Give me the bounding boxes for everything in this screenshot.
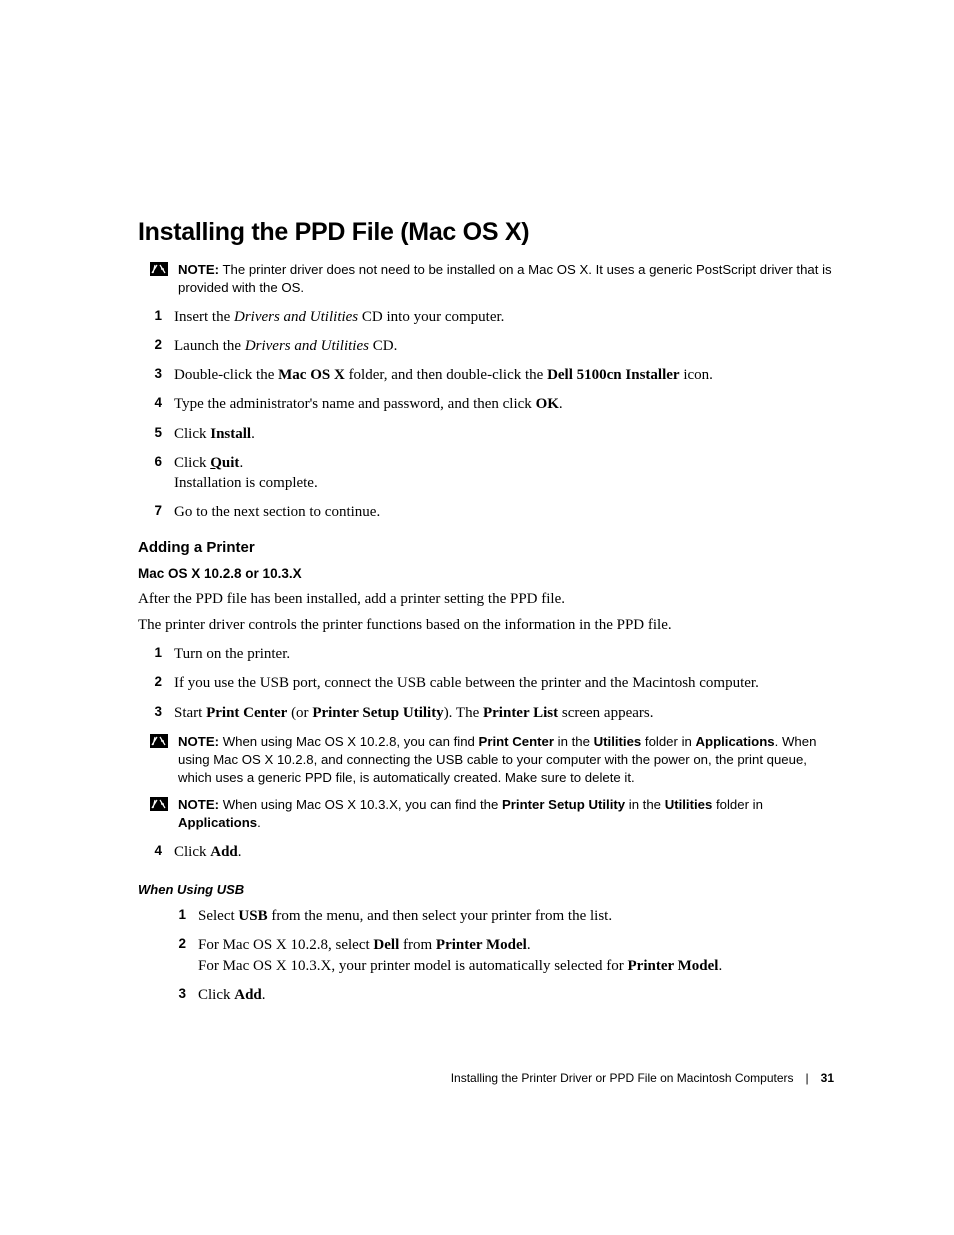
note-body: The printer driver does not need to be i…: [178, 262, 832, 295]
step-body: Click Install.: [174, 424, 838, 444]
step-body: Go to the next section to continue.: [174, 502, 838, 522]
step-num: 3: [138, 365, 174, 383]
page-footer: Installing the Printer Driver or PPD Fil…: [451, 1071, 834, 1085]
step-num: 5: [138, 424, 174, 442]
note-icon: [150, 797, 168, 816]
heading-when-using-usb: When Using USB: [138, 882, 838, 897]
paragraph: The printer driver controls the printer …: [138, 615, 838, 635]
note-block-2: NOTE: When using Mac OS X 10.2.8, you ca…: [150, 733, 838, 786]
heading-adding-printer: Adding a Printer: [138, 539, 838, 556]
heading-macosx-version: Mac OS X 10.2.8 or 10.3.X: [138, 566, 838, 581]
step-num: 1: [138, 644, 174, 662]
step-body: Insert the Drivers and Utilities CD into…: [174, 307, 838, 327]
note-prefix: NOTE:: [178, 262, 219, 277]
step-num: 4: [138, 394, 174, 412]
steps-list-4: 1Select USB from the menu, and then sele…: [138, 906, 838, 1005]
step-body: Launch the Drivers and Utilities CD.: [174, 336, 838, 356]
step-num: 4: [138, 842, 174, 860]
step-body: Type the administrator's name and passwo…: [174, 394, 838, 414]
step-num: 3: [138, 703, 174, 721]
step-body: If you use the USB port, connect the USB…: [174, 673, 838, 693]
note-text: NOTE: When using Mac OS X 10.3.X, you ca…: [178, 796, 838, 832]
footer-page-number: 31: [821, 1071, 834, 1085]
step-num: 2: [138, 336, 174, 354]
note-text: NOTE: When using Mac OS X 10.2.8, you ca…: [178, 733, 838, 786]
note-icon: [150, 734, 168, 753]
note-block-1: NOTE: The printer driver does not need t…: [150, 261, 838, 297]
step-num: 3: [138, 985, 198, 1003]
note-icon: [150, 262, 168, 281]
steps-list-1: 1Insert the Drivers and Utilities CD int…: [138, 307, 838, 523]
steps-list-3: 4Click Add.: [138, 842, 838, 862]
step-num: 6: [138, 453, 174, 471]
step-num: 2: [138, 935, 198, 953]
note-block-3: NOTE: When using Mac OS X 10.3.X, you ca…: [150, 796, 838, 832]
footer-separator: |: [806, 1071, 809, 1085]
step-body: Turn on the printer.: [174, 644, 838, 664]
note-text: NOTE: The printer driver does not need t…: [178, 261, 838, 297]
step-body: Click Quit.Installation is complete.: [174, 453, 838, 494]
step-num: 7: [138, 502, 174, 520]
step-num: 2: [138, 673, 174, 691]
step-num: 1: [138, 307, 174, 325]
step-body: For Mac OS X 10.2.8, select Dell from Pr…: [198, 935, 838, 976]
steps-list-2: 1Turn on the printer. 2If you use the US…: [138, 644, 838, 723]
footer-chapter: Installing the Printer Driver or PPD Fil…: [451, 1071, 794, 1085]
step-body: Click Add.: [174, 842, 838, 862]
step-num: 1: [138, 906, 198, 924]
step-body: Start Print Center (or Printer Setup Uti…: [174, 703, 838, 723]
step-body: Select USB from the menu, and then selec…: [198, 906, 838, 926]
step-body: Click Add.: [198, 985, 838, 1005]
step-body: Double-click the Mac OS X folder, and th…: [174, 365, 838, 385]
paragraph: After the PPD file has been installed, a…: [138, 589, 838, 609]
page-title: Installing the PPD File (Mac OS X): [138, 218, 838, 247]
